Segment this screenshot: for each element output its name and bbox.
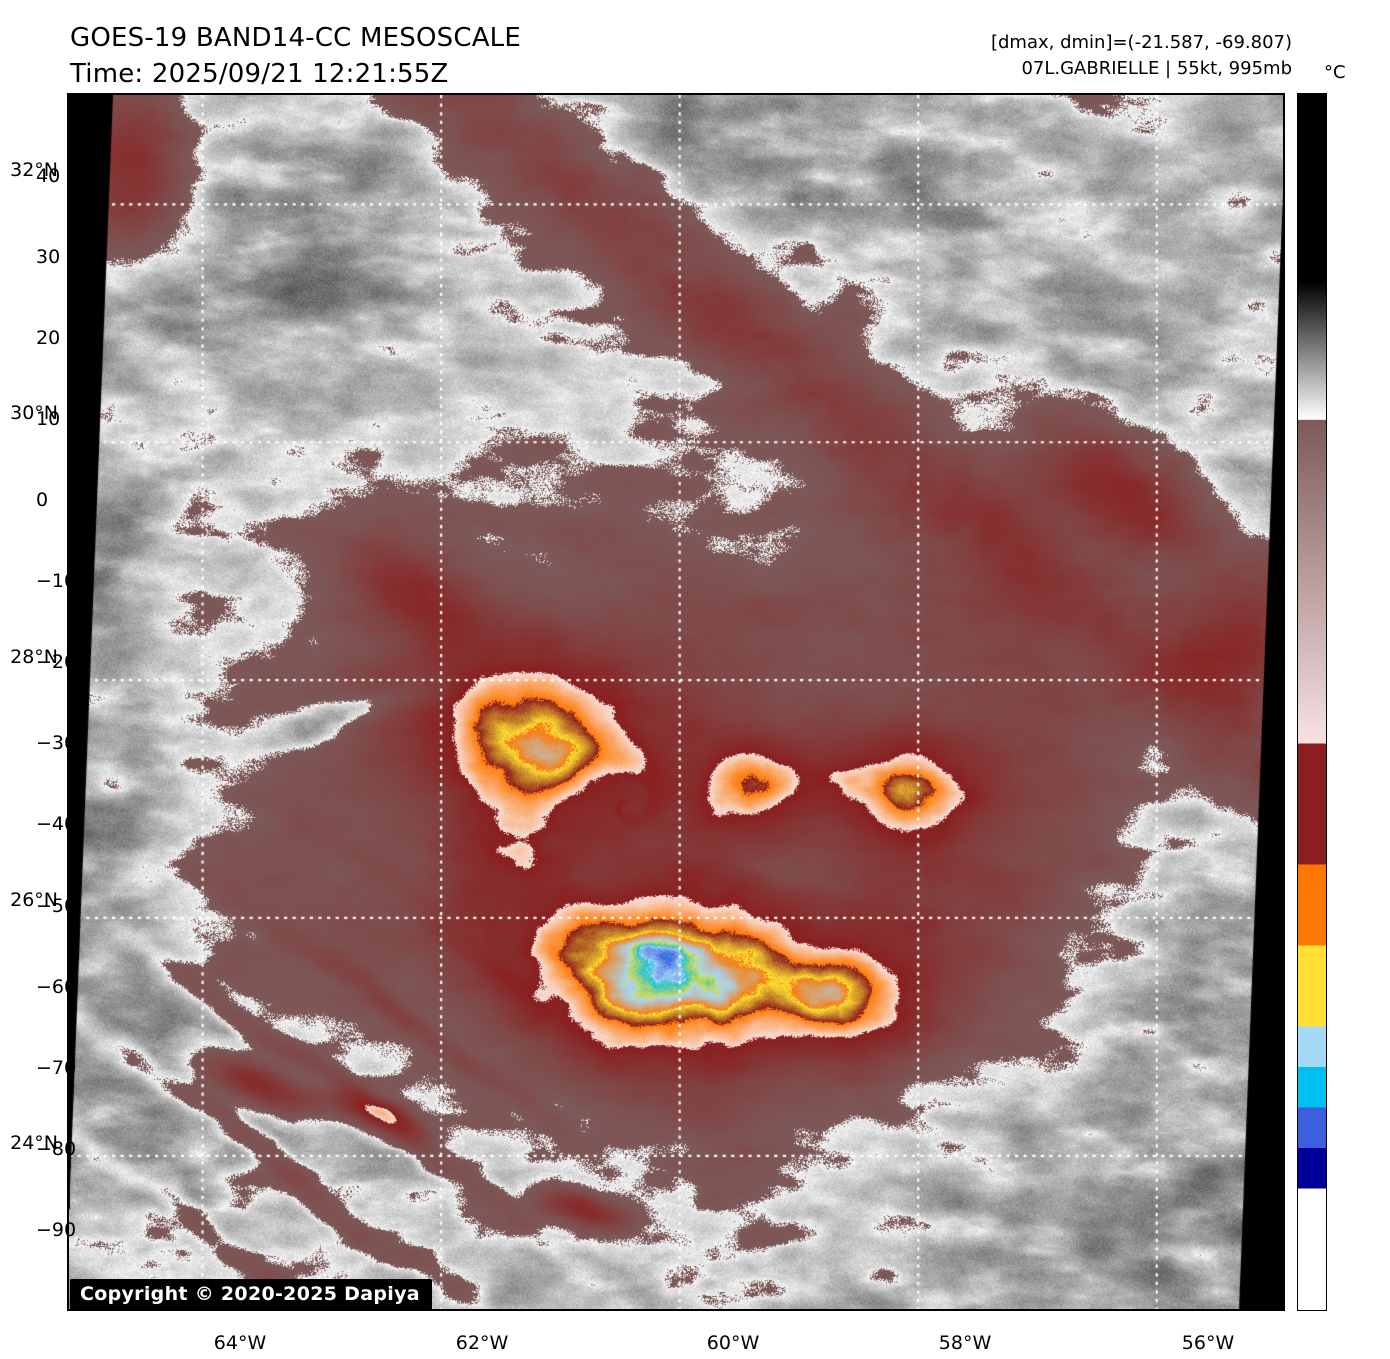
temperature-colorbar[interactable] [1297,93,1327,1311]
lat-tick-4: 24°N [10,1132,58,1154]
lon-tick-2: 60°W [706,1332,760,1354]
colorbar-gradient [1298,94,1326,1310]
metadata-block: [dmax, dmin]=(-21.587, -69.807) 07L.GABR… [991,30,1292,82]
colorbar-tick-8: −40 [36,813,77,836]
lat-tick-1: 30°N [10,402,58,424]
colorbar-tick-1: 30 [36,245,61,268]
colorbar-tick-13: −90 [36,1218,77,1241]
lon-tick-0: 64°W [213,1332,267,1354]
colorbar-tick-3: 10 [36,407,61,430]
dmax-dmin-readout: [dmax, dmin]=(-21.587, -69.807) [990,32,1292,53]
colorbar-tick-2: 20 [36,326,61,349]
colorbar-tick-0: 40 [36,164,61,187]
colorbar-tick-4: 0 [36,489,49,512]
colorbar-tick-5: −10 [36,570,77,593]
satellite-map[interactable] [67,93,1285,1311]
lon-tick-3: 58°W [938,1332,992,1354]
colorbar-tick-7: −30 [36,732,77,755]
colorbar-tick-9: −50 [36,894,77,917]
colorbar-tick-11: −70 [36,1056,77,1079]
lon-tick-1: 62°W [455,1332,509,1354]
lon-tick-4: 56°W [1181,1332,1235,1354]
colorbar-tick-10: −60 [36,975,77,998]
lat-tick-0: 32°N [10,159,58,181]
colorbar-unit-label: °C [1324,62,1346,83]
copyright-badge: Copyright © 2020-2025 Dapiya [70,1279,432,1310]
timestamp: Time: 2025/09/21 12:21:55Z [70,59,449,89]
colorbar-tick-12: −80 [36,1137,77,1160]
lat-tick-2: 28°N [10,646,58,668]
storm-info: 07L.GABRIELLE | 55kt, 995mb [1021,58,1292,79]
lat-tick-3: 26°N [10,889,58,911]
product-title: GOES-19 BAND14-CC MESOSCALE [70,23,521,53]
page-title: GOES-19 BAND14-CC MESOSCALE Time: 2025/0… [70,20,521,92]
satellite-image-canvas [69,95,1283,1309]
colorbar-tick-6: −20 [36,651,77,674]
